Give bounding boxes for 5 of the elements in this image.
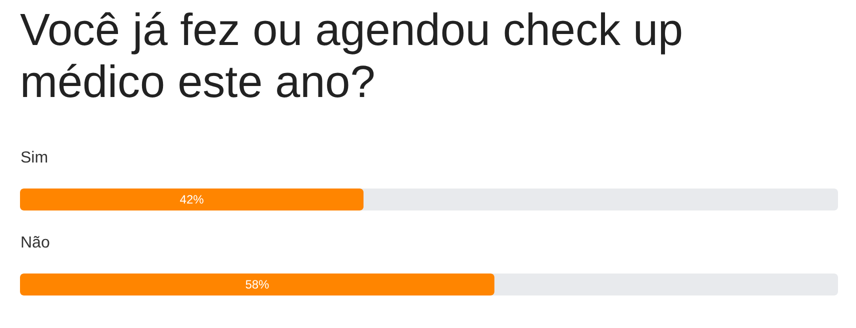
y-tick-label: Sim [20,150,48,166]
data-label: 42% [180,192,204,206]
data-label: 58% [245,278,270,292]
y-tick-label: Não [20,234,50,252]
chart-title: Você já fez ou agendou check up médico este ano? [20,4,684,108]
